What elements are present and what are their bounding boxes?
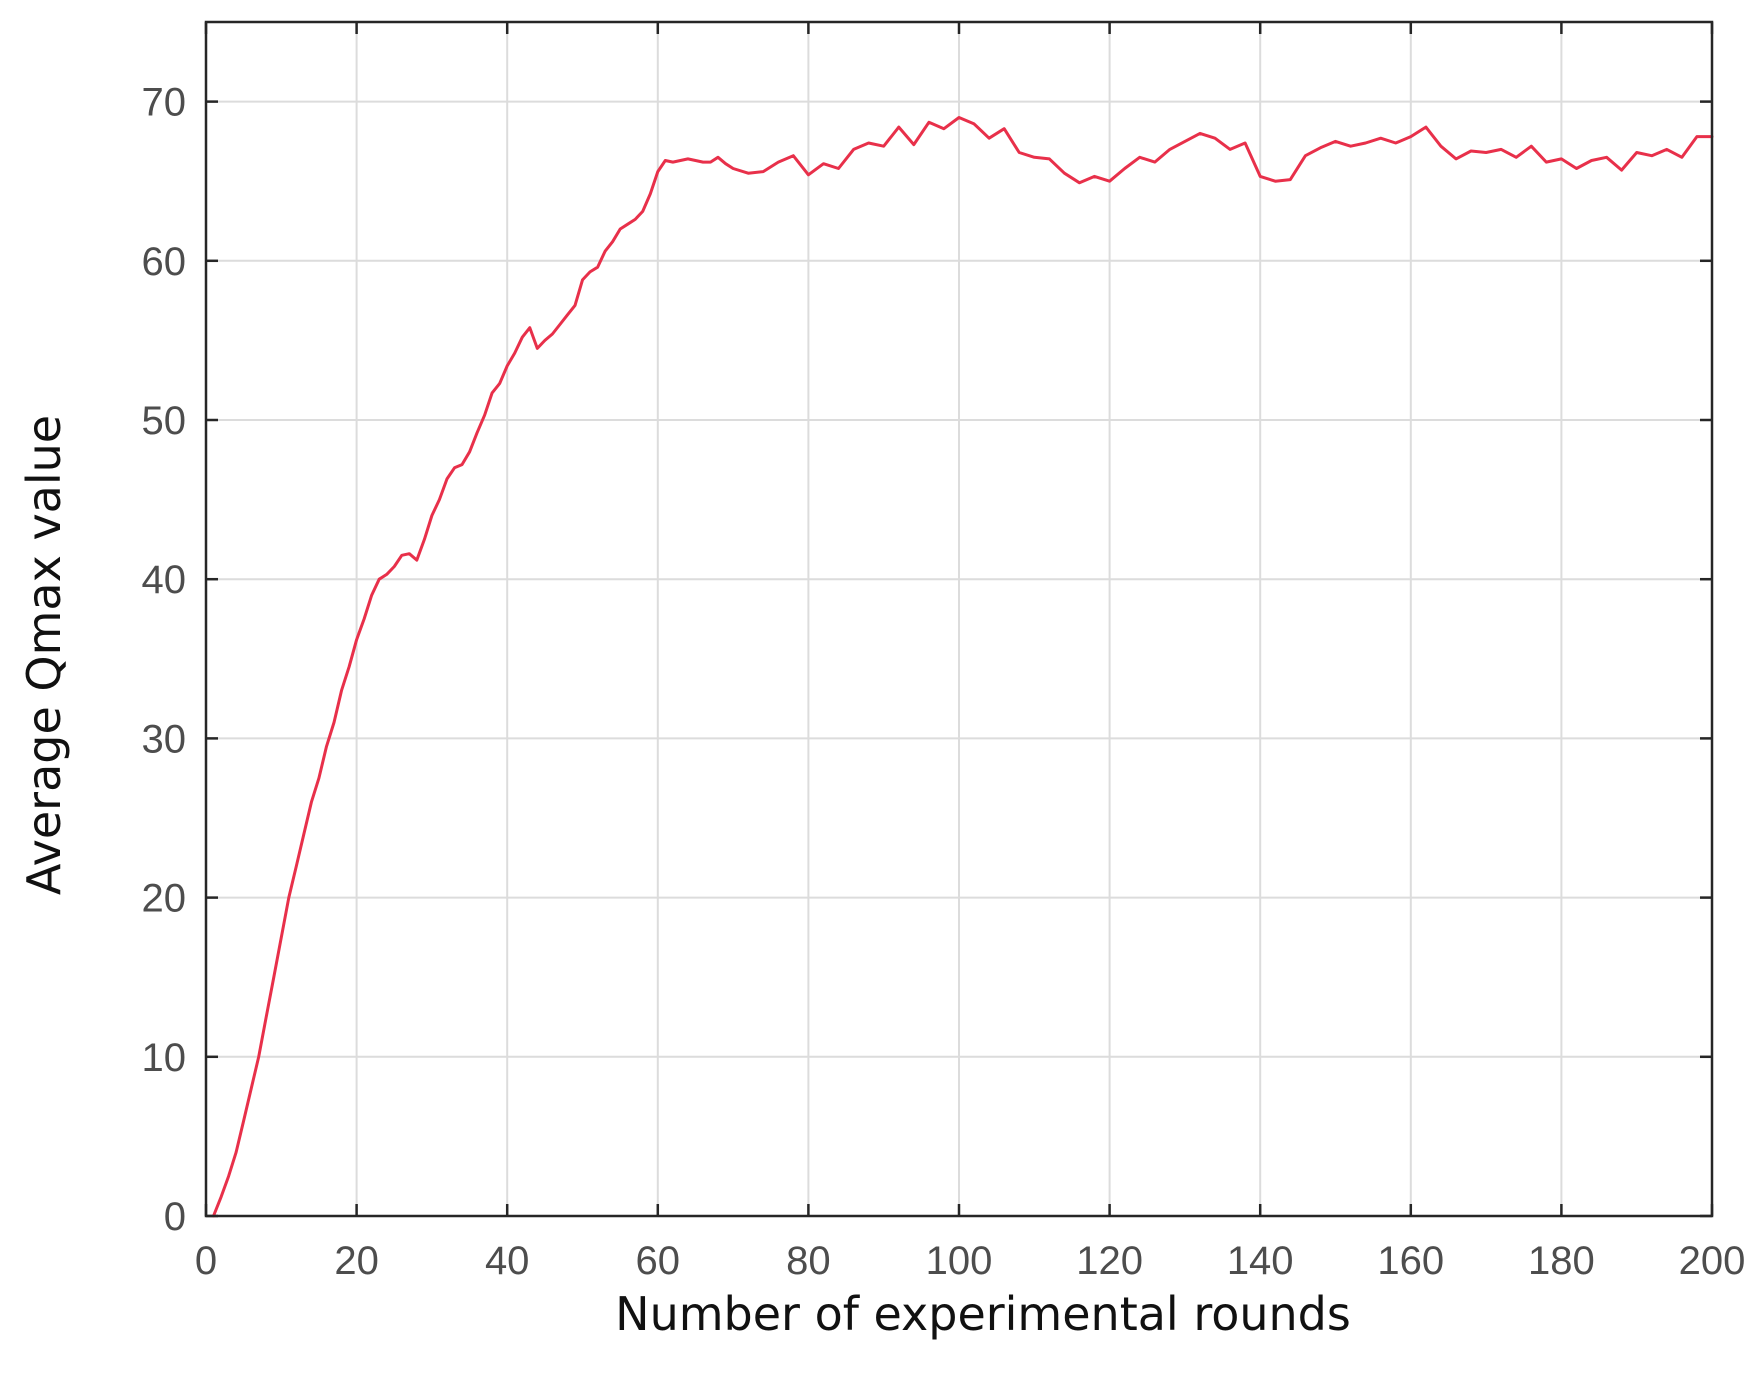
y-tick-label: 60 [142, 240, 187, 284]
x-tick-label: 160 [1377, 1239, 1444, 1283]
y-tick-label: 20 [142, 877, 187, 921]
plot-frame [204, 20, 1714, 1218]
y-axis-title: Average Qmax value [17, 415, 71, 895]
x-tick-label: 100 [926, 1239, 993, 1283]
y-tick-label: 70 [142, 81, 187, 125]
y-tick-label: 30 [142, 717, 187, 761]
x-tick-label: 200 [1679, 1239, 1746, 1283]
y-tick-label: 40 [142, 558, 187, 602]
x-axis-title: Number of experimental rounds [615, 1287, 1351, 1341]
series-line [212, 116, 1714, 1218]
x-tick-label: 80 [786, 1239, 831, 1283]
grid [205, 22, 1713, 1217]
x-tick-labels: 0 20 40 60 80 100 120 140 160 180 200 [195, 1239, 1746, 1283]
series-layer [212, 116, 1714, 1218]
x-tick-label: 40 [485, 1239, 530, 1283]
x-tick-label: 20 [334, 1239, 379, 1283]
x-tick-label: 120 [1076, 1239, 1143, 1283]
y-tick-label: 10 [142, 1036, 187, 1080]
x-tick-label: 60 [636, 1239, 681, 1283]
tick-marks [204, 22, 1714, 1218]
x-tick-label: 140 [1227, 1239, 1294, 1283]
x-tick-label: 0 [195, 1239, 217, 1283]
y-tick-label: 0 [164, 1195, 186, 1239]
y-tick-labels: 0 10 20 30 40 50 60 70 [142, 81, 187, 1239]
x-tick-label: 180 [1528, 1239, 1595, 1283]
y-tick-label: 50 [142, 399, 187, 443]
